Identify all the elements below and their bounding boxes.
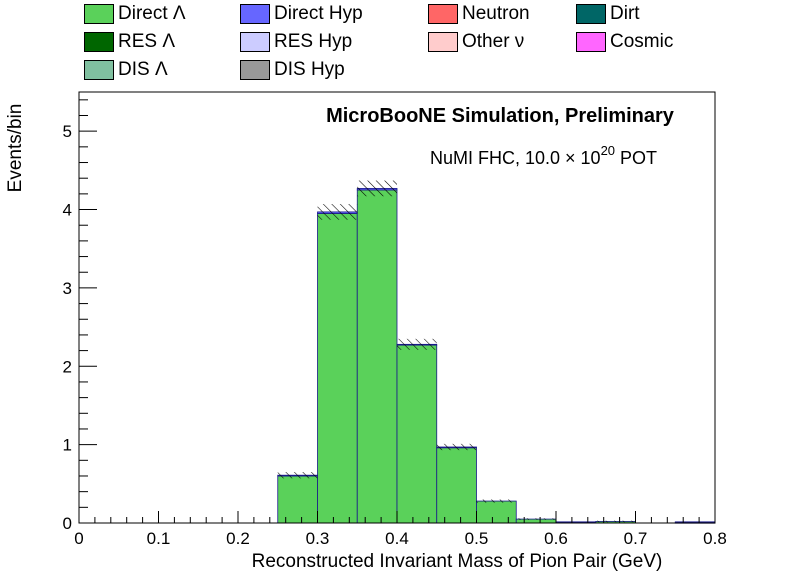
legend-item: DIS Hyp (240, 58, 345, 82)
legend-label: Dirt (610, 3, 640, 24)
axes-layer: 0 0.1 0.2 0.3 0.4 0.5 0.6 0.7 0.8 0 1 2 3 4 5 (63, 99, 727, 548)
legend-label: Neutron (462, 3, 530, 24)
legend-swatch (84, 4, 114, 24)
legend-swatch (428, 4, 458, 24)
legend-label: Other ν (462, 31, 525, 52)
legend-label: DIS Λ (118, 59, 168, 80)
legend-label: Cosmic (610, 31, 674, 52)
legend-swatch (576, 32, 606, 52)
x-tick-label: 0.4 (385, 529, 409, 548)
legend-label: RES Hyp (274, 31, 353, 52)
legend-item: Cosmic (576, 30, 673, 54)
uncertainty-band (595, 520, 636, 523)
x-tick-label: 0.7 (624, 529, 648, 548)
y-tick-label: 3 (63, 279, 72, 298)
legend-item: Neutron (428, 2, 530, 26)
legend-item: DIS Λ (84, 58, 168, 82)
histogram-bar (396, 344, 438, 524)
legend: Direct Λ Direct Hyp Neutron Dirt RES Λ RES Hy… (84, 2, 724, 86)
histogram-bar (476, 500, 517, 524)
legend-label: Direct Λ (118, 3, 186, 24)
bars-layer (277, 187, 716, 524)
legend-label: DIS Hyp (274, 59, 345, 80)
histogram-bar (436, 447, 477, 524)
histogram-bar (674, 521, 716, 524)
x-tick-label: 0.1 (147, 529, 171, 548)
uncertainty-band (516, 518, 556, 520)
uncertainty-band (436, 443, 477, 451)
y-tick-label: 0 (63, 514, 72, 533)
legend-swatch (428, 32, 458, 52)
y-tick-label: 4 (63, 201, 72, 220)
legend-swatch (84, 32, 114, 52)
legend-label: RES Λ (118, 31, 176, 52)
chart-subtitle: NuMI FHC, 10.0 × 1020 POT (430, 143, 657, 168)
uncertainty-band (277, 472, 318, 479)
legend-swatch (240, 4, 270, 24)
x-tick-label: 0.3 (306, 529, 330, 548)
legend-swatch (240, 32, 270, 52)
histogram-bar (277, 475, 318, 524)
x-tick-label: 0.5 (465, 529, 489, 548)
legend-item: RES Λ (84, 30, 175, 54)
legend-swatch (240, 60, 270, 80)
legend-swatch (576, 4, 606, 24)
y-tick-label: 2 (63, 357, 72, 376)
legend-item: Direct Hyp (240, 2, 363, 26)
legend-item: Other ν (428, 30, 524, 54)
y-tick-label: 1 (63, 436, 72, 455)
x-tick-label: 0.2 (226, 529, 250, 548)
legend-item: Direct Λ (84, 2, 186, 26)
x-tick-label: 0 (74, 529, 83, 548)
legend-item: RES Hyp (240, 30, 352, 54)
uncertainty-layer (277, 180, 636, 523)
chart-title: MicroBooNE Simulation, Preliminary (326, 105, 675, 127)
x-tick-label: 0.8 (703, 529, 727, 548)
legend-swatch (84, 60, 114, 80)
uncertainty-band (476, 499, 517, 503)
y-axis-label: Events/bin (5, 104, 26, 193)
x-tick-label: 0.6 (544, 529, 568, 548)
histogram-bar (356, 189, 398, 524)
x-axis-label: Reconstructed Invariant Mass of Pion Pai… (252, 551, 663, 572)
uncertainty-band (397, 338, 437, 350)
histogram-bar (555, 521, 597, 523)
uncertainty-band (317, 204, 358, 220)
histogram-bar (317, 213, 358, 524)
y-tick-label: 5 (63, 122, 72, 141)
legend-label: Direct Hyp (274, 3, 363, 24)
uncertainty-band (357, 180, 397, 197)
legend-item: Dirt (576, 2, 640, 26)
